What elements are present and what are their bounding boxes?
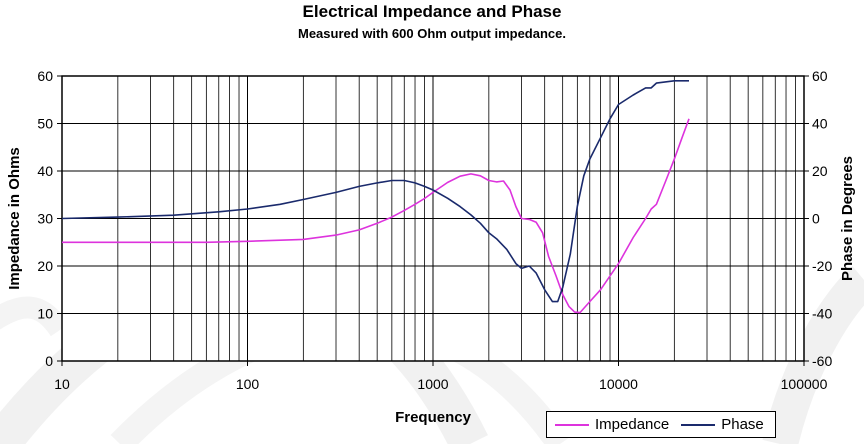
y-axis-title: Impedance in Ohms	[6, 147, 23, 290]
y-tick-label: 50	[37, 116, 53, 132]
y2-tick-label: 60	[812, 68, 828, 84]
series-line-impedance	[62, 118, 690, 314]
y-tick-label: 0	[45, 353, 53, 369]
y2-tick-label: 0	[812, 211, 820, 227]
y2-tick-label: -40	[812, 306, 832, 322]
x-tick-label: 10	[54, 376, 70, 392]
chart-legend: Impedance Phase	[546, 411, 776, 438]
x-tick-label: 100000	[781, 376, 828, 392]
y2-tick-label: -20	[812, 258, 832, 274]
x-tick-label: 10000	[599, 376, 638, 392]
y2-tick-label: -60	[812, 353, 832, 369]
x-tick-label: 1000	[417, 376, 448, 392]
legend-label-phase: Phase	[721, 416, 764, 433]
legend-item-impedance: Impedance	[555, 416, 669, 433]
y-tick-label: 10	[37, 306, 53, 322]
y2-tick-label: 20	[812, 163, 828, 179]
series-line-phase	[61, 80, 689, 303]
legend-item-phase: Phase	[681, 416, 764, 433]
x-tick-label: 100	[236, 376, 260, 392]
chart-subtitle: Measured with 600 Ohm output impedance.	[298, 26, 566, 41]
chart-title: Electrical Impedance and Phase	[302, 2, 562, 21]
y-tick-label: 30	[37, 211, 53, 227]
legend-label-impedance: Impedance	[595, 416, 670, 433]
y-tick-label: 60	[37, 68, 53, 84]
legend-swatch-impedance	[555, 423, 589, 426]
y-tick-label: 40	[37, 163, 53, 179]
y-tick-label: 20	[37, 258, 53, 274]
y2-axis-title: Phase in Degrees	[839, 156, 856, 281]
y2-tick-label: 40	[812, 116, 828, 132]
legend-swatch-phase	[681, 423, 716, 426]
x-axis-title: Frequency	[395, 409, 472, 426]
